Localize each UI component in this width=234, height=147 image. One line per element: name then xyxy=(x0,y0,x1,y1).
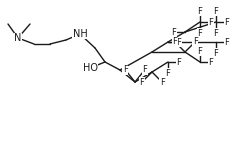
Text: F: F xyxy=(197,6,202,15)
Text: F: F xyxy=(177,37,181,46)
Text: F: F xyxy=(139,78,144,87)
Text: F: F xyxy=(177,57,181,66)
Text: F: F xyxy=(197,46,202,56)
Text: F: F xyxy=(172,27,176,36)
Text: NH: NH xyxy=(73,29,87,39)
Text: F: F xyxy=(166,69,170,77)
Text: F: F xyxy=(123,65,128,74)
Text: F: F xyxy=(172,37,177,46)
Text: F: F xyxy=(225,17,230,26)
Text: F: F xyxy=(214,49,218,57)
Text: N: N xyxy=(14,33,22,43)
Text: F: F xyxy=(225,37,230,46)
Text: F: F xyxy=(143,65,147,74)
Text: F: F xyxy=(208,57,213,66)
Text: F: F xyxy=(208,17,213,26)
Text: F: F xyxy=(214,6,218,15)
Text: HO: HO xyxy=(83,63,98,73)
Text: F: F xyxy=(160,78,165,87)
Text: F: F xyxy=(214,29,218,37)
Text: F: F xyxy=(193,37,197,46)
Text: F: F xyxy=(197,29,202,37)
